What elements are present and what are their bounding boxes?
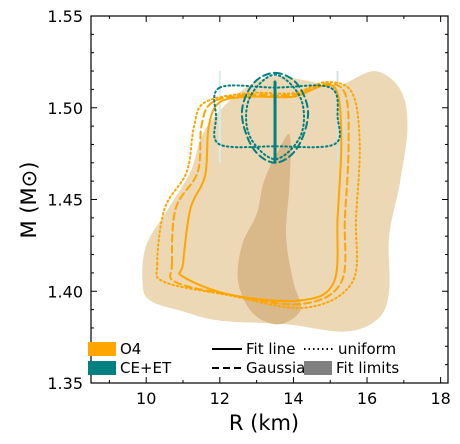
series-o4-uniform — [155, 81, 361, 310]
series-ce-et-gaussian — [240, 71, 310, 164]
legend-label-fit-line: Fit line — [246, 340, 295, 358]
region-fit-limits-o4-core — [237, 134, 302, 325]
legend-label-o4: O4 — [120, 340, 141, 358]
legend-swatch-ce-et — [88, 361, 116, 375]
x-axis-label: R (km) — [229, 411, 299, 435]
y-tick-label-3: 1.50 — [47, 99, 83, 118]
series-o4-fit-line — [178, 84, 343, 303]
y-tick-label-4: 1.55 — [47, 7, 83, 26]
posterior-contours — [155, 71, 361, 310]
legend-label-uniform: uniform — [338, 340, 396, 358]
legend-label-fit-limits: Fit limits — [336, 359, 399, 377]
series-o4-gaussian — [169, 82, 350, 306]
axis-ticks: 10 12 14 16 18 1.35 1.40 1.45 1.50 1.55 — [47, 7, 450, 408]
y-axis-label: M (M⊙) — [17, 162, 41, 239]
legend-label-ce-et: CE+ET — [120, 359, 172, 377]
legend-label-gaussian: Gaussian — [246, 359, 315, 377]
y-tick-label-2: 1.45 — [47, 191, 83, 210]
legend-swatch-fit-limits — [304, 361, 332, 375]
x-tick-label-18: 18 — [430, 389, 450, 408]
y-tick-label-1: 1.40 — [47, 282, 83, 301]
x-tick-label-12: 12 — [210, 389, 230, 408]
legend-swatch-o4 — [88, 342, 116, 356]
x-tick-label-10: 10 — [136, 389, 156, 408]
series-ce-et-uniform-inner — [245, 73, 306, 161]
x-tick-label-14: 14 — [283, 389, 303, 408]
x-tick-label-16: 16 — [357, 389, 377, 408]
y-tick-label-0: 1.35 — [47, 374, 83, 393]
